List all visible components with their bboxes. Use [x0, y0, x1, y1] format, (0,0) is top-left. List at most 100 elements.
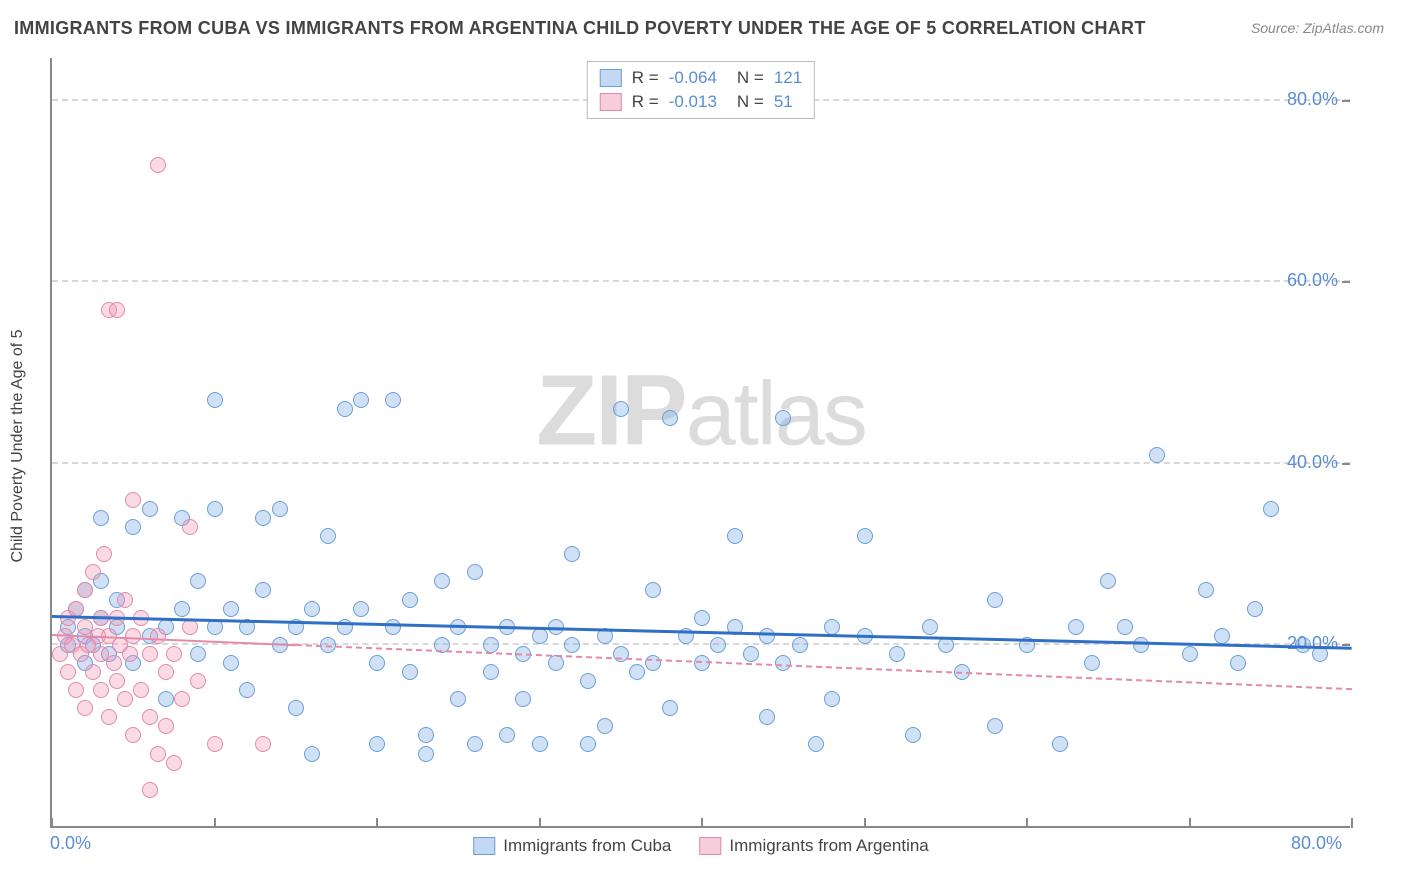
- data-point: [166, 755, 182, 771]
- data-point: [402, 592, 418, 608]
- y-tick-label: 80.0%: [1287, 89, 1338, 110]
- legend-item-cuba: Immigrants from Cuba: [473, 836, 671, 856]
- n-value-argentina: 51: [774, 92, 793, 112]
- data-point: [483, 664, 499, 680]
- x-axis-max-label: 80.0%: [1291, 833, 1342, 854]
- data-point: [133, 682, 149, 698]
- data-point: [223, 601, 239, 617]
- legend-item-argentina: Immigrants from Argentina: [699, 836, 928, 856]
- data-point: [142, 782, 158, 798]
- data-point: [142, 646, 158, 662]
- data-point: [304, 601, 320, 617]
- x-tick-mark: [1026, 818, 1028, 828]
- data-point: [142, 501, 158, 517]
- data-point: [207, 392, 223, 408]
- data-point: [1068, 619, 1084, 635]
- data-point: [174, 691, 190, 707]
- data-point: [85, 664, 101, 680]
- x-tick-mark: [51, 818, 53, 828]
- data-point: [158, 691, 174, 707]
- gridline: [52, 280, 1350, 282]
- x-tick-mark: [1189, 818, 1191, 828]
- data-point: [515, 691, 531, 707]
- data-point: [889, 646, 905, 662]
- data-point: [320, 528, 336, 544]
- data-point: [353, 601, 369, 617]
- x-tick-mark: [1351, 818, 1353, 828]
- data-point: [580, 673, 596, 689]
- data-point: [101, 709, 117, 725]
- r-value-cuba: -0.064: [669, 68, 717, 88]
- y-tick-mark: [1342, 100, 1350, 102]
- data-point: [467, 736, 483, 752]
- data-point: [808, 736, 824, 752]
- data-point: [190, 646, 206, 662]
- chart-title: IMMIGRANTS FROM CUBA VS IMMIGRANTS FROM …: [14, 18, 1146, 39]
- data-point: [743, 646, 759, 662]
- data-point: [450, 691, 466, 707]
- data-point: [125, 727, 141, 743]
- data-point: [125, 492, 141, 508]
- data-point: [1198, 582, 1214, 598]
- data-point: [694, 610, 710, 626]
- data-point: [532, 736, 548, 752]
- data-point: [182, 519, 198, 535]
- data-point: [1133, 637, 1149, 653]
- data-point: [759, 628, 775, 644]
- swatch-cuba: [473, 837, 495, 855]
- n-label: N =: [737, 68, 764, 88]
- data-point: [467, 564, 483, 580]
- y-axis-label: Child Poverty Under the Age of 5: [9, 329, 27, 562]
- data-point: [775, 410, 791, 426]
- data-point: [775, 655, 791, 671]
- data-point: [727, 528, 743, 544]
- data-point: [255, 582, 271, 598]
- data-point: [1100, 573, 1116, 589]
- x-tick-mark: [701, 818, 703, 828]
- data-point: [987, 718, 1003, 734]
- y-tick-label: 40.0%: [1287, 452, 1338, 473]
- data-point: [255, 510, 271, 526]
- x-tick-mark: [539, 818, 541, 828]
- data-point: [1214, 628, 1230, 644]
- data-point: [158, 718, 174, 734]
- data-point: [1182, 646, 1198, 662]
- data-point: [109, 302, 125, 318]
- data-point: [369, 736, 385, 752]
- data-point: [824, 691, 840, 707]
- data-point: [662, 700, 678, 716]
- data-point: [1230, 655, 1246, 671]
- data-point: [150, 157, 166, 173]
- data-point: [96, 546, 112, 562]
- data-point: [434, 573, 450, 589]
- scatter-plot-area: ZIPatlas R = -0.064 N = 121 R = -0.013 N…: [50, 58, 1350, 828]
- legend-row-cuba: R = -0.064 N = 121: [600, 66, 802, 90]
- data-point: [190, 573, 206, 589]
- data-point: [613, 401, 629, 417]
- data-point: [645, 582, 661, 598]
- data-point: [597, 718, 613, 734]
- data-point: [93, 510, 109, 526]
- series-legend: Immigrants from Cuba Immigrants from Arg…: [473, 836, 929, 856]
- x-tick-mark: [864, 818, 866, 828]
- y-tick-mark: [1342, 281, 1350, 283]
- x-axis-min-label: 0.0%: [50, 833, 91, 854]
- data-point: [1149, 447, 1165, 463]
- legend-label: Immigrants from Cuba: [503, 836, 671, 856]
- data-point: [418, 727, 434, 743]
- y-tick-mark: [1342, 463, 1350, 465]
- swatch-argentina: [600, 93, 622, 111]
- data-point: [564, 637, 580, 653]
- data-point: [987, 592, 1003, 608]
- x-tick-mark: [376, 818, 378, 828]
- swatch-argentina: [699, 837, 721, 855]
- data-point: [117, 691, 133, 707]
- data-point: [207, 501, 223, 517]
- data-point: [239, 682, 255, 698]
- data-point: [418, 746, 434, 762]
- n-label: N =: [737, 92, 764, 112]
- data-point: [564, 546, 580, 562]
- data-point: [548, 655, 564, 671]
- data-point: [532, 628, 548, 644]
- data-point: [122, 646, 138, 662]
